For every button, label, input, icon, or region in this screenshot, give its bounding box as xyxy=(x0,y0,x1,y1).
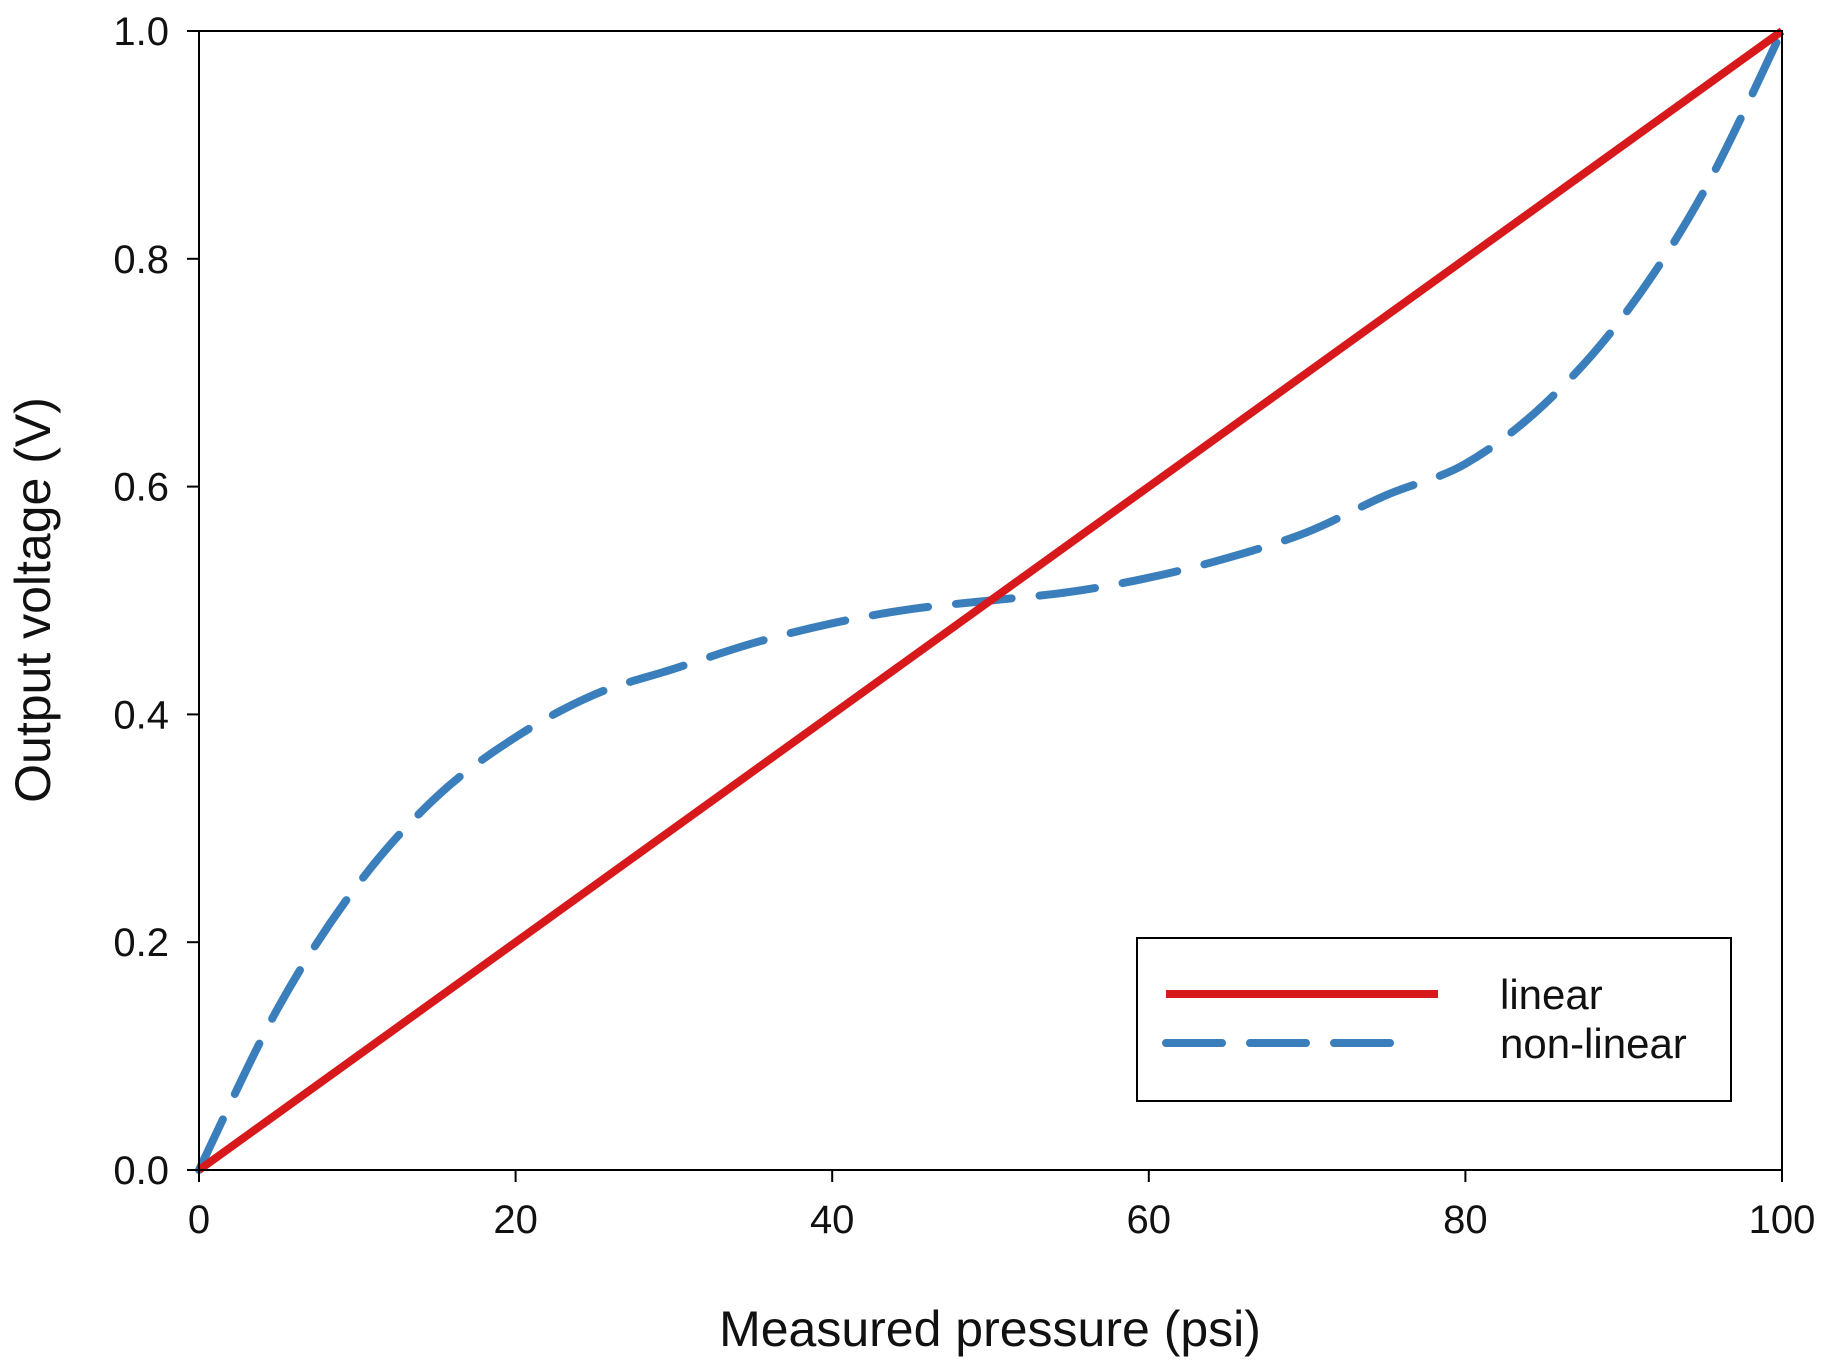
y-tick-label: 1.0 xyxy=(113,10,169,54)
legend-box xyxy=(1136,937,1732,1102)
plot-frame xyxy=(198,30,1783,1171)
y-axis-ticks: 0.0 0.2 0.4 0.6 0.8 1.0 xyxy=(113,10,199,1193)
y-tick-label: 0.8 xyxy=(113,238,169,282)
x-tick-label: 20 xyxy=(493,1198,538,1242)
x-tick-label: 100 xyxy=(1749,1198,1816,1242)
legend: linear non-linear xyxy=(1136,937,1732,1102)
series-line-linear xyxy=(196,27,1785,1174)
y-tick-label: 0.4 xyxy=(113,693,169,737)
x-axis-label: Measured pressure (psi) xyxy=(719,1301,1261,1357)
x-tick-label: 0 xyxy=(188,1198,210,1242)
x-tick-label: 60 xyxy=(1127,1198,1172,1242)
y-axis-label: Output voltage (V) xyxy=(5,397,61,803)
y-tick-label: 0.6 xyxy=(113,466,169,510)
x-tick-label: 80 xyxy=(1443,1198,1488,1242)
legend-linear-label: linear xyxy=(1500,971,1603,1018)
y-tick-label: 0.2 xyxy=(113,921,169,965)
legend-nonlinear-label: non-linear xyxy=(1500,1020,1687,1067)
x-axis-ticks: 0 20 40 60 80 100 xyxy=(188,1170,1816,1242)
y-tick-label: 0.0 xyxy=(113,1149,169,1193)
x-tick-label: 40 xyxy=(810,1198,855,1242)
series-layer xyxy=(195,27,1786,1174)
